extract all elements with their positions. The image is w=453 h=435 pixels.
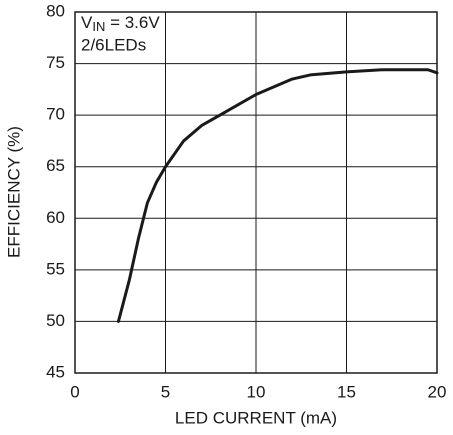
x-axis-label: LED CURRENT (mA) bbox=[175, 408, 337, 427]
x-tick-label: 5 bbox=[161, 382, 170, 401]
y-tick-label: 50 bbox=[46, 311, 65, 330]
y-tick-label: 65 bbox=[46, 156, 65, 175]
annotation-rest: = 3.6V bbox=[105, 13, 160, 32]
x-tick-label: 20 bbox=[428, 382, 447, 401]
annotation: VIN = 3.6V bbox=[81, 13, 160, 34]
y-tick-label: 70 bbox=[46, 105, 65, 124]
y-tick-label: 45 bbox=[46, 362, 65, 381]
y-tick-label: 60 bbox=[46, 208, 65, 227]
x-tick-label: 15 bbox=[337, 382, 356, 401]
y-tick-label: 75 bbox=[46, 53, 65, 72]
y-tick-label: 55 bbox=[46, 259, 65, 278]
x-tick-label: 10 bbox=[247, 382, 266, 401]
x-tick-label: 0 bbox=[70, 382, 79, 401]
y-tick-label: 80 bbox=[46, 1, 65, 20]
line-series bbox=[116, 68, 439, 323]
annotation-sub: IN bbox=[92, 19, 105, 34]
annotation-main: V bbox=[81, 13, 93, 32]
annotation-line2: 2/6LEDs bbox=[81, 35, 146, 54]
y-axis-label: EFFICIENCY (%) bbox=[4, 126, 23, 258]
